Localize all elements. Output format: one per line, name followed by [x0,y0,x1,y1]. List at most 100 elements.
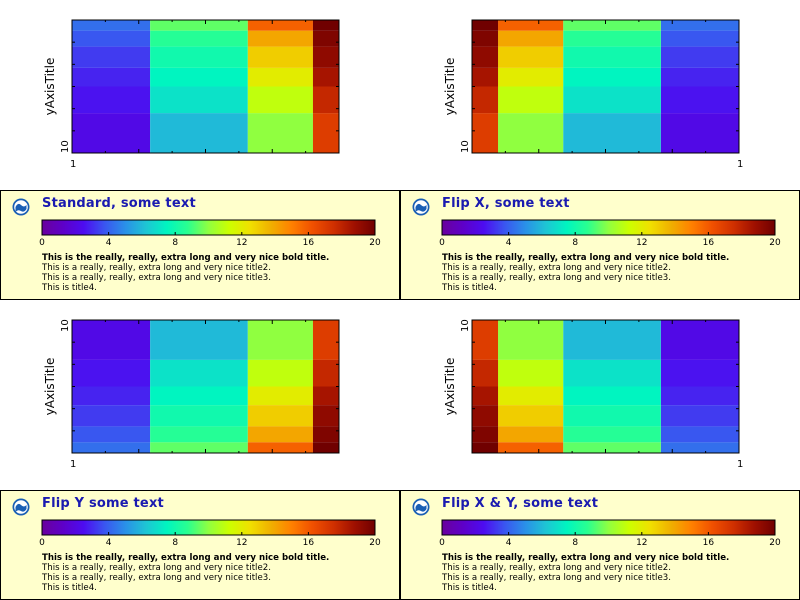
legend-box: Standard, some text 0 4 8 12 16 20 This is the … [0,190,400,300]
heatmap-cell [472,30,499,47]
heatmap-cell [563,405,661,427]
legend-bold-title: This is the really, really, extra long a… [442,553,730,563]
heatmap-cell [150,442,248,453]
heatmap-cell [312,405,339,427]
heatmap-cell [312,113,339,153]
heatmap-cell [247,67,313,87]
heatmap-cell [247,405,313,427]
heatmap-cell [312,46,339,68]
chart-panel-flip-y: 1 10 yAxisTitle Flip Y some text 0 4 8 12 16 20 Th… [0,300,400,600]
heatmap-cell [247,30,313,47]
heatmap-cell [563,46,661,68]
colorbar: 0 4 8 12 16 20 [439,519,781,547]
heatmap-cell [563,426,661,443]
heatmap-cell [150,320,248,360]
colorbar-tick-label: 8 [172,238,178,247]
heatmap-cell [472,405,499,427]
colorbar-tick-label: 8 [572,238,578,247]
y-axis-title: yAxisTitle [43,358,57,416]
colorbar-tick-label: 20 [769,538,781,547]
heatmap-cell [472,113,499,153]
heatmap-cell [247,46,313,68]
colorbar-tick-label: 0 [439,538,445,547]
heatmap-cell [312,386,339,406]
heatmap-cell [498,46,564,68]
colorbar-tick-label: 8 [572,538,578,547]
heatmap-cell [150,67,248,87]
heatmap-cell [498,405,564,427]
colorbar-tick-label: 8 [172,538,178,547]
legend-title-line: This is a really, really, extra long and… [442,263,671,273]
heatmap-cell [472,386,499,406]
heatmap-cell [312,320,339,360]
y-tick-label: 10 [460,319,471,332]
legend-box: Flip Y some text 0 4 8 12 16 20 This is the rea… [0,490,400,600]
heatmap-cell [247,113,313,153]
colorbar: 0 4 8 12 16 20 [39,519,381,547]
heatmap-cell [247,320,313,360]
legend-title-line: This is title4. [442,583,497,593]
colorbar-tick-label: 16 [703,238,715,247]
legend-box: Flip X & Y, some text 0 4 8 12 16 20 This is th… [400,490,800,600]
heatmap-cell [72,359,151,387]
legend-title: Flip Y some text [42,496,164,511]
heatmap-cell [312,86,339,114]
legend-title-line: This is a really, really, extra long and… [442,573,671,583]
heatmap-cell [72,113,151,153]
heatmap-cell [150,30,248,47]
legend-title: Flip X & Y, some text [442,496,599,511]
heatmap-cell [247,426,313,443]
legend-title-line: This is a really, really, extra long and… [42,273,271,283]
colorbar-tick-label: 12 [236,238,247,247]
colorbar-tick-label: 16 [703,538,715,547]
heatmap-cell [660,20,739,31]
heatmap-cell [660,67,739,87]
heatmap-cell [72,426,151,443]
heatmap-cell [72,405,151,427]
heatmap-cell [498,426,564,443]
colorbar-tick-label: 0 [439,238,445,247]
heatmap-cell [247,359,313,387]
legend-title: Standard, some text [42,196,196,211]
y-tick-label: 10 [60,319,71,332]
heatmap-cell [247,386,313,406]
heatmap-plot: 1 10 yAxisTitle [43,19,340,170]
x-tick-label: 1 [70,159,76,170]
colorbar-gradient [441,519,776,536]
heatmap-cell [498,320,564,360]
legend-bold-title: This is the really, really, extra long a… [42,553,330,563]
colorbar-tick-label: 12 [636,538,647,547]
noaa-logo-icon [412,498,430,516]
heatmap-cell [150,405,248,427]
colorbar-tick-label: 20 [369,538,381,547]
colorbar-tick-label: 4 [506,238,512,247]
heatmap-cell [563,359,661,387]
heatmap-cell [472,86,499,114]
legend-bold-title: This is the really, really, extra long a… [442,253,730,263]
heatmap-cell [498,359,564,387]
heatmap-cell [563,30,661,47]
heatmap-cell [312,20,339,31]
colorbar-tick-label: 20 [769,238,781,247]
colorbar: 0 4 8 12 16 20 [39,219,381,247]
chart-panel-flip-xy: 1 10 yAxisTitle Flip X & Y, some text 0 4 8 12 1… [400,300,800,600]
heatmap-cell [312,67,339,87]
heatmap-cell [472,46,499,68]
colorbar: 0 4 8 12 16 20 [439,219,781,247]
colorbar-gradient [441,219,776,236]
heatmap-cell [150,113,248,153]
heatmap-cell [563,442,661,453]
legend-title-line: This is a really, really, extra long and… [42,573,271,583]
heatmap-cell [247,20,313,31]
heatmap-cell [660,113,739,153]
heatmap-cell [660,405,739,427]
legend-title-line: This is title4. [42,583,97,593]
heatmap-cell [72,20,151,31]
chart-panel-standard: 1 10 yAxisTitle Standard, some text 0 4 8 12 16 2… [0,0,400,300]
colorbar-tick-label: 12 [236,538,247,547]
y-tick-label: 10 [60,140,71,153]
heatmap-cell [563,386,661,406]
legend-title-line: This is a really, really, extra long and… [442,273,671,283]
heatmap-cell [498,442,564,453]
colorbar-gradient [41,219,376,236]
